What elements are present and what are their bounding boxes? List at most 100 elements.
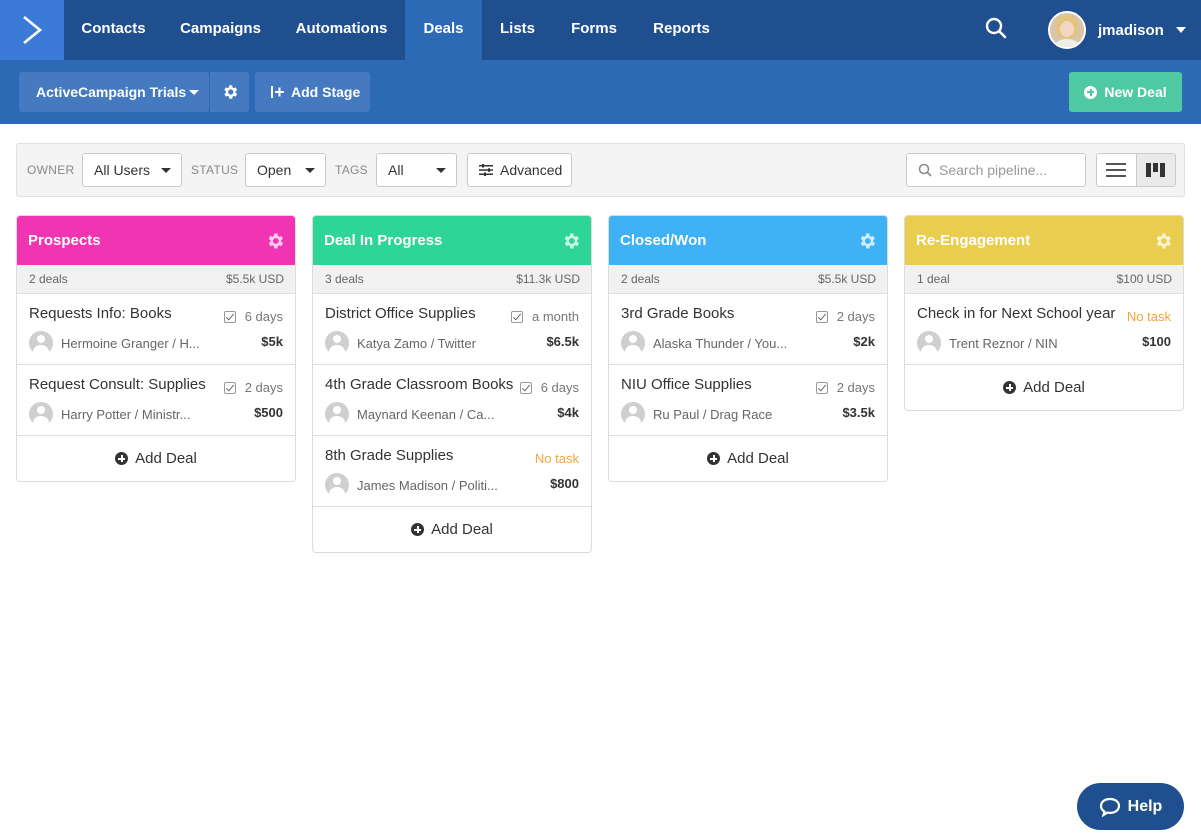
gear-icon [223,85,237,99]
search-input[interactable] [939,162,1079,178]
deal-task-status: 2 days [815,309,875,324]
task-due: No task [1126,309,1171,324]
top-nav: Contacts Campaigns Automations Deals Lis… [0,0,1201,60]
checkbox-icon [519,381,532,394]
task-due: 2 days [836,380,875,395]
deal-card[interactable]: Requests Info: Books 6 days Hermoine Gra… [17,294,295,365]
contact-name: Alaska Thunder / You... [653,335,788,351]
deal-card[interactable]: 4th Grade Classroom Books 6 days Maynard… [313,365,591,436]
deal-card[interactable]: Request Consult: Supplies 2 days Harry P… [17,365,295,436]
nav-campaigns[interactable]: Campaigns [180,20,261,37]
deal-value: $4k [557,405,579,420]
new-deal-label: New Deal [1104,84,1167,100]
plus-circle-icon [1003,381,1017,394]
tags-label: TAGS [335,163,368,177]
board-view-button[interactable] [1135,154,1175,186]
stage-total: $5.5k USD [817,272,876,286]
deal-value: $3.5k [842,405,875,420]
advanced-filter-button[interactable]: Advanced [467,153,572,187]
gear-icon[interactable] [265,231,285,251]
person-avatar-icon [621,331,645,355]
chevron-down-icon [189,90,199,95]
pipeline-label: ActiveCampaign Trials [36,84,187,100]
contact-name: Hermoine Granger / H... [61,335,200,351]
deal-value: $800 [550,476,579,491]
add-deal-button[interactable]: Add Deal [905,365,1183,410]
deal-card[interactable]: NIU Office Supplies 2 days Ru Paul / Dra… [609,365,887,436]
task-due: 2 days [836,309,875,324]
stage-name: Re-Engagement [916,232,1031,249]
task-due: No task [534,451,579,466]
stage-name: Deal In Progress [324,232,443,249]
task-due: a month [532,309,579,324]
user-menu[interactable]: jmadison [1048,10,1186,50]
deal-title: Requests Info: Books [29,305,172,322]
status-select[interactable]: Open [245,153,326,187]
checkbox-icon [511,310,524,323]
add-stage-button[interactable]: Add Stage [255,72,370,112]
contact-name: Maynard Keenan / Ca... [357,406,495,422]
checkbox-icon [815,381,828,394]
add-deal-button[interactable]: Add Deal [313,507,591,552]
username: jmadison [1098,21,1164,39]
nav-reports[interactable]: Reports [653,20,710,37]
deal-title: 4th Grade Classroom Books [325,376,514,393]
nav-contacts[interactable]: Contacts [81,20,146,37]
nav-lists[interactable]: Lists [499,20,535,37]
new-deal-button[interactable]: New Deal [1069,72,1182,112]
deal-task-status: No task [1127,309,1171,324]
person-avatar-icon [29,331,53,355]
pipeline-select[interactable]: ActiveCampaign Trials [19,72,209,112]
help-button[interactable]: Help [1077,783,1184,830]
add-deal-button[interactable]: Add Deal [17,436,295,481]
task-due: 2 days [244,380,283,395]
search-icon [918,163,932,177]
tags-select[interactable]: All [376,153,457,187]
chat-bubble-icon [1099,797,1120,817]
stage-column: Closed/Won 2 deals $5.5k USD 3rd Grade B… [608,215,888,482]
stage-column: Deal In Progress 3 deals $11.3k USD Dist… [312,215,592,553]
owner-select[interactable]: All Users [82,153,182,187]
avatar [1048,11,1086,49]
stage-header: Re-Engagement [905,216,1183,265]
task-due: 6 days [540,380,579,395]
gear-icon[interactable] [857,231,877,251]
deal-card[interactable]: 8th Grade Supplies No task James Madison… [313,436,591,507]
activecampaign-logo-icon[interactable] [0,0,64,60]
plus-circle-icon [115,452,129,465]
tags-value: All [388,162,404,178]
search-icon[interactable] [984,16,1014,44]
deal-title: Check in for Next School year [917,305,1116,322]
add-stage-label: Add Stage [291,84,361,100]
list-view-button[interactable] [1097,154,1136,186]
deal-contact: Harry Potter / Ministr... [29,402,190,426]
stage-summary: 3 deals $11.3k USD [313,265,591,294]
deal-card[interactable]: Check in for Next School year No task Tr… [905,294,1183,365]
chevron-down-icon [305,168,315,173]
stage-summary: 1 deal $100 USD [905,265,1183,294]
chevron-down-icon [436,168,446,173]
deal-task-status: 2 days [815,380,875,395]
person-avatar-icon [621,402,645,426]
deal-card[interactable]: District Office Supplies a month Katya Z… [313,294,591,365]
checkbox-icon [223,310,236,323]
stage-total: $5.5k USD [225,272,284,286]
deal-task-status: a month [511,309,579,324]
chevron-down-icon [161,168,171,173]
pipeline-settings-button[interactable] [209,72,249,112]
deal-task-status: No task [535,451,579,466]
add-deal-label: Add Deal [727,450,789,467]
nav-forms[interactable]: Forms [571,20,617,37]
nav-deals[interactable]: Deals [405,0,482,60]
gear-icon[interactable] [561,231,581,251]
add-deal-button[interactable]: Add Deal [609,436,887,481]
nav-automations[interactable]: Automations [295,20,388,37]
chevron-down-icon [1175,27,1186,33]
filter-bar: OWNER All Users STATUS Open TAGS All Adv… [16,143,1185,197]
deal-task-status: 6 days [519,380,579,395]
person-avatar-icon [325,331,349,355]
status-value: Open [257,162,292,178]
deal-card[interactable]: 3rd Grade Books 2 days Alaska Thunder / … [609,294,887,365]
gear-icon[interactable] [1153,231,1173,251]
deal-count: 1 deal [917,272,950,286]
